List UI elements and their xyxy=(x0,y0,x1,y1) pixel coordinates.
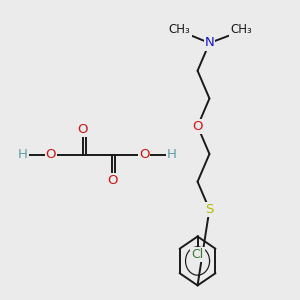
Text: O: O xyxy=(46,148,56,161)
Text: N: N xyxy=(205,37,214,50)
Text: H: H xyxy=(18,148,28,161)
Text: O: O xyxy=(192,120,203,133)
Text: O: O xyxy=(107,174,118,187)
Text: Cl: Cl xyxy=(191,248,204,261)
Text: CH₃: CH₃ xyxy=(230,22,252,36)
Text: O: O xyxy=(77,123,88,136)
Text: O: O xyxy=(139,148,149,161)
Text: CH₃: CH₃ xyxy=(169,22,190,36)
Text: H: H xyxy=(167,148,177,161)
Text: S: S xyxy=(205,203,214,216)
